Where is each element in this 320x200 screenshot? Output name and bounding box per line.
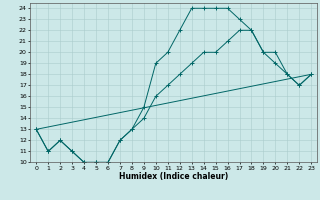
X-axis label: Humidex (Indice chaleur): Humidex (Indice chaleur) [119,172,228,181]
